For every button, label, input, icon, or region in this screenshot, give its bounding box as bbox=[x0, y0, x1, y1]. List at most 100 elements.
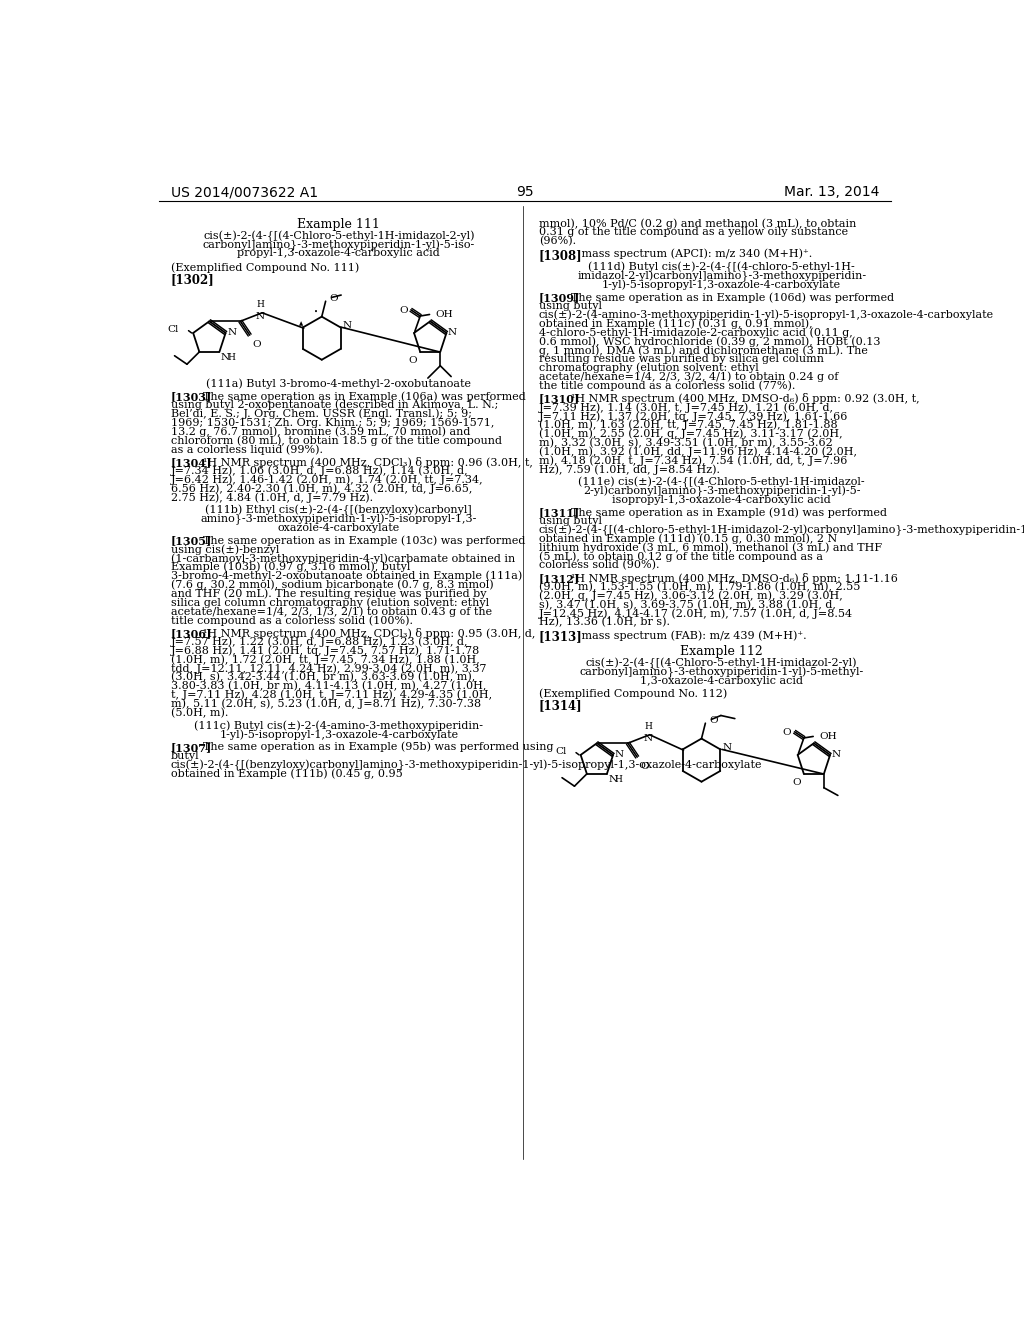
Text: Cl: Cl bbox=[555, 747, 566, 755]
Text: ¹H NMR spectrum (400 MHz, CDCl₃) δ ppm: 0.95 (3.0H, d,: ¹H NMR spectrum (400 MHz, CDCl₃) δ ppm: … bbox=[203, 628, 536, 639]
Text: (1.0H, m), 1.72 (2.0H, tt, J=7.45, 7.34 Hz), 1.88 (1.0H,: (1.0H, m), 1.72 (2.0H, tt, J=7.45, 7.34 … bbox=[171, 655, 479, 665]
Text: lithium hydroxide (3 mL, 6 mmol), methanol (3 mL) and THF: lithium hydroxide (3 mL, 6 mmol), methan… bbox=[539, 543, 882, 553]
Text: cis(±)-2-(4-{[(benzyloxy)carbonyl]amino}-3-methoxypiperidin-1-yl)-5-isopropyl-1,: cis(±)-2-(4-{[(benzyloxy)carbonyl]amino}… bbox=[171, 759, 762, 771]
Text: [1307]: [1307] bbox=[171, 742, 212, 752]
Text: OH: OH bbox=[436, 310, 454, 319]
Text: t, J=7.11 Hz), 4.28 (1.0H, t, J=7.11 Hz), 4.29-4.35 (1.0H,: t, J=7.11 Hz), 4.28 (1.0H, t, J=7.11 Hz)… bbox=[171, 689, 492, 701]
Text: O: O bbox=[253, 339, 261, 348]
Text: using butyl 2-oxopentanoate (described in Akimova, L. N.;: using butyl 2-oxopentanoate (described i… bbox=[171, 400, 498, 411]
Text: 1-yl)-5-isopropyl-1,3-oxazole-4-carboxylate: 1-yl)-5-isopropyl-1,3-oxazole-4-carboxyl… bbox=[219, 729, 459, 739]
Text: N: N bbox=[221, 354, 230, 363]
Text: [1303]: [1303] bbox=[171, 391, 212, 401]
Text: The same operation as in Example (95b) was performed using: The same operation as in Example (95b) w… bbox=[203, 742, 554, 752]
Text: [1302]: [1302] bbox=[171, 273, 214, 286]
Text: 1969; 1530-1531; Zh. Org. Khim.; 5; 9; 1969; 1569-1571,: 1969; 1530-1531; Zh. Org. Khim.; 5; 9; 1… bbox=[171, 417, 494, 428]
Text: title compound as a colorless solid (100%).: title compound as a colorless solid (100… bbox=[171, 615, 413, 626]
Text: (Exemplified Compound No. 111): (Exemplified Compound No. 111) bbox=[171, 263, 358, 273]
Text: 4-chloro-5-ethyl-1H-imidazole-2-carboxylic acid (0.11 g,: 4-chloro-5-ethyl-1H-imidazole-2-carboxyl… bbox=[539, 327, 853, 338]
Text: chloroform (80 mL), to obtain 18.5 g of the title compound: chloroform (80 mL), to obtain 18.5 g of … bbox=[171, 436, 502, 446]
Text: O: O bbox=[710, 715, 718, 725]
Text: Example 111: Example 111 bbox=[297, 218, 380, 231]
Text: the title compound as a colorless solid (77%).: the title compound as a colorless solid … bbox=[539, 380, 795, 391]
Text: H: H bbox=[644, 722, 652, 731]
Text: N: N bbox=[643, 734, 652, 743]
Text: (Exemplified Compound No. 112): (Exemplified Compound No. 112) bbox=[539, 689, 727, 700]
Text: (1.0H, m), 1.63 (2.0H, tt, J=7.45, 7.45 Hz), 1.81-1.88: (1.0H, m), 1.63 (2.0H, tt, J=7.45, 7.45 … bbox=[539, 420, 838, 430]
Text: using cis(±)-benzyl: using cis(±)-benzyl bbox=[171, 544, 279, 554]
Text: as a colorless liquid (99%).: as a colorless liquid (99%). bbox=[171, 444, 323, 454]
Text: O: O bbox=[793, 777, 801, 787]
Text: O: O bbox=[409, 356, 417, 364]
Text: tdd, J=12.11, 12.11, 4.24 Hz), 2.99-3.04 (2.0H, m), 3.37: tdd, J=12.11, 12.11, 4.24 Hz), 2.99-3.04… bbox=[171, 663, 486, 673]
Text: oxazole-4-carboxylate: oxazole-4-carboxylate bbox=[278, 523, 400, 532]
Text: obtained in Example (111c) (0.31 g, 0.91 mmol),: obtained in Example (111c) (0.31 g, 0.91… bbox=[539, 318, 812, 329]
Text: chromatography (elution solvent: ethyl: chromatography (elution solvent: ethyl bbox=[539, 363, 759, 374]
Text: J=7.11 Hz), 1.37 (2.0H, tq, J=7.45, 7.39 Hz), 1.61-1.66: J=7.11 Hz), 1.37 (2.0H, tq, J=7.45, 7.39… bbox=[539, 411, 848, 421]
Text: N: N bbox=[449, 329, 457, 338]
Text: (1.0H, m), 3.92 (1.0H, dd, J=11.96 Hz), 4.14-4.20 (2.0H,: (1.0H, m), 3.92 (1.0H, dd, J=11.96 Hz), … bbox=[539, 446, 857, 457]
Text: J=12.45 Hz), 4.14-4.17 (2.0H, m), 7.57 (1.0H, d, J=8.54: J=12.45 Hz), 4.14-4.17 (2.0H, m), 7.57 (… bbox=[539, 609, 853, 619]
Text: mass spectrum (APCI): m/z 340 (M+H)⁺.: mass spectrum (APCI): m/z 340 (M+H)⁺. bbox=[571, 249, 813, 260]
Text: (96%).: (96%). bbox=[539, 236, 575, 247]
Text: m), 3.32 (3.0H, s), 3.49-3.51 (1.0H, br m), 3.55-3.62: m), 3.32 (3.0H, s), 3.49-3.51 (1.0H, br … bbox=[539, 437, 833, 447]
Text: [1314]: [1314] bbox=[539, 700, 583, 711]
Text: J=7.34 Hz), 1.06 (3.0H, d, J=6.88 Hz), 1.14 (3.0H, d,: J=7.34 Hz), 1.06 (3.0H, d, J=6.88 Hz), 1… bbox=[171, 466, 468, 477]
Text: (111e) cis(±)-2-(4-{[(4-Chloro-5-ethyl-1H-imidazol-: (111e) cis(±)-2-(4-{[(4-Chloro-5-ethyl-1… bbox=[579, 477, 865, 488]
Text: N: N bbox=[227, 329, 237, 338]
Text: 0.6 mmol), WSC hydrochloride (0.39 g, 2 mmol), HOBt (0.13: 0.6 mmol), WSC hydrochloride (0.39 g, 2 … bbox=[539, 337, 881, 347]
Text: [1308]: [1308] bbox=[539, 249, 583, 261]
Text: The same operation as in Example (106a) was performed: The same operation as in Example (106a) … bbox=[203, 391, 526, 401]
Text: using butyl: using butyl bbox=[539, 516, 602, 527]
Text: H: H bbox=[614, 775, 623, 784]
Text: (3.0H, s), 3.42-3.44 (1.0H, br m), 3.63-3.69 (1.0H, m),: (3.0H, s), 3.42-3.44 (1.0H, br m), 3.63-… bbox=[171, 672, 475, 682]
Text: •: • bbox=[313, 308, 317, 315]
Text: O: O bbox=[782, 729, 792, 737]
Text: mass spectrum (FAB): m/z 439 (M+H)⁺.: mass spectrum (FAB): m/z 439 (M+H)⁺. bbox=[571, 630, 807, 640]
Text: 2-yl)carbonyl]amino}-3-methoxypiperidin-1-yl)-5-: 2-yl)carbonyl]amino}-3-methoxypiperidin-… bbox=[583, 486, 860, 498]
Text: (5 mL), to obtain 0.12 g of the title compound as a: (5 mL), to obtain 0.12 g of the title co… bbox=[539, 552, 822, 562]
Text: 2.75 Hz), 4.84 (1.0H, d, J=7.79 Hz).: 2.75 Hz), 4.84 (1.0H, d, J=7.79 Hz). bbox=[171, 492, 373, 503]
Text: (1.0H, m), 2.55 (2.0H, q, J=7.45 Hz), 3.11-3.17 (2.0H,: (1.0H, m), 2.55 (2.0H, q, J=7.45 Hz), 3.… bbox=[539, 429, 843, 440]
Text: [1305]: [1305] bbox=[171, 536, 212, 546]
Text: propyl-1,3-oxazole-4-carboxylic acid: propyl-1,3-oxazole-4-carboxylic acid bbox=[238, 248, 440, 259]
Text: The same operation as in Example (106d) was performed: The same operation as in Example (106d) … bbox=[571, 292, 894, 302]
Text: 13.2 g, 76.7 mmol), bromine (3.59 mL, 70 mmol) and: 13.2 g, 76.7 mmol), bromine (3.59 mL, 70… bbox=[171, 426, 470, 437]
Text: N: N bbox=[723, 743, 732, 752]
Text: 3.80-3.83 (1.0H, br m), 4.11-4.13 (1.0H, m), 4.27 (1.0H,: 3.80-3.83 (1.0H, br m), 4.11-4.13 (1.0H,… bbox=[171, 681, 486, 692]
Text: (111b) Ethyl cis(±)-2-(4-{[(benzyloxy)carbonyl]: (111b) Ethyl cis(±)-2-(4-{[(benzyloxy)ca… bbox=[206, 506, 472, 516]
Text: The same operation as in Example (103c) was performed: The same operation as in Example (103c) … bbox=[203, 536, 525, 546]
Text: 1,3-oxazole-4-carboxylic acid: 1,3-oxazole-4-carboxylic acid bbox=[640, 676, 803, 686]
Text: 0.31 g of the title compound as a yellow oily substance: 0.31 g of the title compound as a yellow… bbox=[539, 227, 848, 238]
Text: silica gel column chromatography (elution solvent: ethyl: silica gel column chromatography (elutio… bbox=[171, 598, 488, 609]
Text: mmol), 10% Pd/C (0.2 g) and methanol (3 mL), to obtain: mmol), 10% Pd/C (0.2 g) and methanol (3 … bbox=[539, 218, 856, 230]
Text: [1304]: [1304] bbox=[171, 457, 212, 467]
Text: (111a) Butyl 3-bromo-4-methyl-2-oxobutanoate: (111a) Butyl 3-bromo-4-methyl-2-oxobutan… bbox=[206, 379, 471, 389]
Text: obtained in Example (111d) (0.15 g, 0.30 mmol), 2 N: obtained in Example (111d) (0.15 g, 0.30… bbox=[539, 533, 837, 544]
Text: Example (103b) (0.97 g, 3.16 mmol), butyl: Example (103b) (0.97 g, 3.16 mmol), buty… bbox=[171, 562, 410, 573]
Text: Hz), 13.36 (1.0H, br s).: Hz), 13.36 (1.0H, br s). bbox=[539, 618, 670, 628]
Text: N: N bbox=[831, 751, 841, 759]
Text: (7.6 g, 30.2 mmol), sodium bicarbonate (0.7 g, 8.3 mmol): (7.6 g, 30.2 mmol), sodium bicarbonate (… bbox=[171, 579, 494, 590]
Text: (2.0H, q, J=7.45 Hz), 3.06-3.12 (2.0H, m), 3.29 (3.0H,: (2.0H, q, J=7.45 Hz), 3.06-3.12 (2.0H, m… bbox=[539, 591, 843, 602]
Text: H: H bbox=[227, 354, 236, 363]
Text: N: N bbox=[343, 321, 352, 330]
Text: 95: 95 bbox=[516, 185, 534, 199]
Text: acetate/hexane=1/4, 2/3, 3/2, 4/1) to obtain 0.24 g of: acetate/hexane=1/4, 2/3, 3/2, 4/1) to ob… bbox=[539, 372, 838, 383]
Text: carbonyl]amino}-3-methoxypiperidin-1-yl)-5-iso-: carbonyl]amino}-3-methoxypiperidin-1-yl)… bbox=[203, 240, 475, 251]
Text: cis(±)-2-(4-amino-3-methoxypiperidin-1-yl)-5-isopropyl-1,3-oxazole-4-carboxylate: cis(±)-2-(4-amino-3-methoxypiperidin-1-y… bbox=[539, 310, 994, 321]
Text: Example 112: Example 112 bbox=[680, 645, 763, 659]
Text: and THF (20 mL). The resulting residue was purified by: and THF (20 mL). The resulting residue w… bbox=[171, 589, 486, 599]
Text: [1312]: [1312] bbox=[539, 573, 580, 583]
Text: Cl: Cl bbox=[168, 325, 179, 334]
Text: Hz), 7.59 (1.0H, dd, J=8.54 Hz).: Hz), 7.59 (1.0H, dd, J=8.54 Hz). bbox=[539, 465, 720, 475]
Text: N: N bbox=[614, 751, 624, 759]
Text: acetate/hexane=1/4, 2/3, 1/3, 2/1) to obtain 0.43 g of the: acetate/hexane=1/4, 2/3, 1/3, 2/1) to ob… bbox=[171, 606, 492, 616]
Text: J=6.42 Hz), 1.46-1.42 (2.0H, m), 1.74 (2.0H, tt, J=7.34,: J=6.42 Hz), 1.46-1.42 (2.0H, m), 1.74 (2… bbox=[171, 474, 483, 484]
Text: m), 4.18 (2.0H, t, J=7.34 Hz), 7.54 (1.0H, dd, t, J=7.96: m), 4.18 (2.0H, t, J=7.34 Hz), 7.54 (1.0… bbox=[539, 455, 847, 466]
Text: carbonyl]amino}-3-ethoxypiperidin-1-yl)-5-methyl-: carbonyl]amino}-3-ethoxypiperidin-1-yl)-… bbox=[580, 667, 864, 678]
Text: The same operation as in Example (91d) was performed: The same operation as in Example (91d) w… bbox=[571, 507, 888, 517]
Text: ▲: ▲ bbox=[299, 321, 303, 326]
Text: [1311]: [1311] bbox=[539, 507, 580, 519]
Text: [1309]: [1309] bbox=[539, 292, 580, 304]
Text: H: H bbox=[257, 300, 264, 309]
